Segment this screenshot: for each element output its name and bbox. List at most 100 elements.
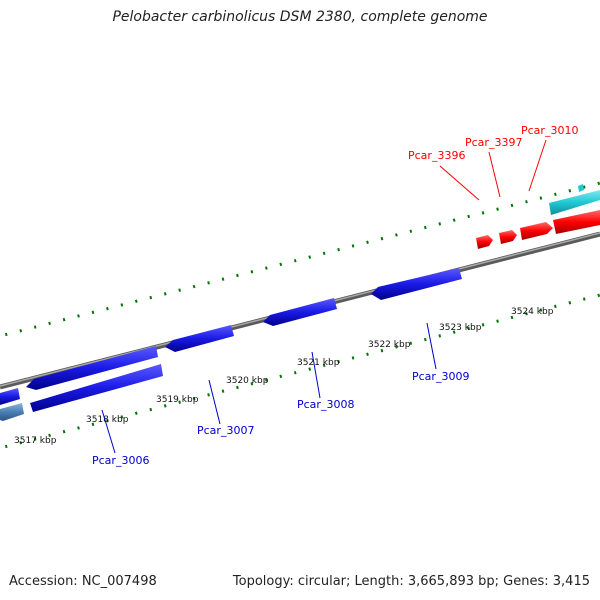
- minor-tick: [221, 389, 225, 393]
- minor-tick: [539, 308, 543, 312]
- minor-tick: [19, 441, 23, 445]
- tick-label: 3518 kbp: [86, 415, 129, 425]
- gene-label[interactable]: Pcar_3009: [412, 370, 469, 383]
- minor-tick: [279, 374, 283, 379]
- minor-tick: [409, 341, 413, 345]
- gene-arrow[interactable]: [371, 268, 462, 300]
- gene-label[interactable]: Pcar_3010: [521, 124, 578, 137]
- minor-tick: [438, 222, 442, 226]
- minor-tick: [395, 233, 398, 237]
- minor-tick: [33, 437, 37, 441]
- minor-tick: [322, 363, 326, 368]
- tick-label: 3520 kbp: [226, 376, 269, 386]
- minor-tick: [120, 303, 124, 307]
- minor-tick: [265, 266, 268, 270]
- minor-tick: [33, 325, 37, 329]
- minor-tick: [452, 218, 456, 222]
- tick-label: 3524 kbp: [511, 307, 554, 317]
- minor-tick: [293, 259, 297, 263]
- minor-tick: [525, 200, 528, 204]
- minor-tick: [467, 326, 470, 331]
- gene-arrow[interactable]: [553, 210, 600, 234]
- minor-tick: [149, 295, 153, 300]
- minor-tick: [4, 332, 8, 337]
- minor-tick: [582, 185, 586, 189]
- gene-label[interactable]: Pcar_3006: [92, 454, 149, 467]
- minor-tick: [163, 292, 167, 296]
- minor-tick: [452, 330, 456, 334]
- gene-arrow[interactable]: [520, 222, 553, 240]
- minor-tick: [293, 371, 297, 375]
- minor-tick: [380, 348, 384, 353]
- minor-tick: [510, 203, 514, 208]
- minor-tick: [568, 188, 572, 193]
- minor-tick: [19, 329, 23, 333]
- minor-tick: [221, 277, 225, 281]
- minor-tick: [337, 359, 340, 364]
- lower-tick-row: [4, 293, 600, 449]
- minor-tick: [134, 299, 138, 303]
- gene-arrow[interactable]: [0, 388, 20, 405]
- minor-tick: [554, 192, 557, 197]
- minor-tick: [366, 352, 369, 356]
- tick-label: 3519 kbp: [156, 395, 199, 405]
- gene-arrow[interactable]: [263, 298, 337, 326]
- minor-tick: [279, 262, 283, 267]
- reverse-strand-genes: [0, 268, 462, 421]
- gene-arrow[interactable]: [476, 235, 493, 249]
- gene-arrow[interactable]: [30, 364, 163, 412]
- gene-arrow[interactable]: [499, 230, 517, 244]
- minor-tick: [178, 288, 181, 292]
- gene-label[interactable]: Pcar_3007: [197, 424, 254, 437]
- tick-labels: 3517 kbp 3518 kbp 3519 kbp 3520 kbp 3521…: [14, 307, 554, 446]
- gene-label[interactable]: Pcar_3396: [408, 149, 465, 162]
- gene-arrow[interactable]: [0, 403, 24, 421]
- minor-tick: [48, 321, 51, 326]
- minor-tick: [525, 312, 528, 316]
- minor-tick: [192, 396, 196, 401]
- minor-tick: [409, 229, 413, 233]
- minor-tick: [467, 214, 470, 219]
- minor-tick: [337, 247, 340, 252]
- gene-label[interactable]: Pcar_3397: [465, 136, 522, 149]
- minor-tick: [582, 297, 586, 301]
- minor-tick: [496, 319, 499, 323]
- gene-labels: Pcar_3006 Pcar_3007 Pcar_3008 Pcar_3009 …: [92, 124, 578, 467]
- forward-strand-genes: [476, 184, 600, 249]
- tick-label: 3517 kbp: [14, 436, 57, 446]
- minor-tick: [149, 407, 153, 412]
- tick-label: 3522 kbp: [368, 340, 411, 350]
- minor-tick: [481, 323, 485, 327]
- minor-tick: [597, 181, 600, 186]
- minor-tick: [423, 337, 427, 342]
- upper-tick-row: [4, 181, 600, 337]
- gene-arrow[interactable]: [165, 325, 234, 352]
- minor-tick: [265, 378, 268, 382]
- minor-tick: [48, 433, 51, 438]
- minor-tick: [250, 382, 254, 386]
- minor-tick: [207, 281, 210, 285]
- gene-arrow[interactable]: [26, 346, 158, 390]
- tick-label: 3523 kbp: [439, 323, 482, 333]
- minor-tick: [351, 356, 355, 360]
- minor-tick: [496, 207, 499, 211]
- minor-tick: [62, 317, 66, 322]
- minor-tick: [351, 244, 355, 248]
- minor-tick: [77, 426, 80, 430]
- minor-tick: [380, 236, 384, 241]
- gene-arrow[interactable]: [549, 190, 600, 215]
- minor-tick: [134, 411, 138, 415]
- minor-tick: [438, 334, 442, 338]
- minor-tick: [120, 415, 124, 419]
- topology-text: Topology: circular; Length: 3,665,893 bp…: [232, 574, 590, 589]
- page-title: Pelobacter carbinolicus DSM 2380, comple…: [112, 9, 488, 25]
- minor-tick: [91, 422, 95, 427]
- gene-label[interactable]: Pcar_3008: [297, 398, 354, 411]
- accession-text: Accession: NC_007498: [9, 574, 157, 589]
- minor-tick: [395, 345, 398, 349]
- minor-tick: [308, 367, 312, 371]
- minor-tick: [322, 251, 326, 256]
- minor-tick: [423, 225, 427, 230]
- minor-tick: [106, 418, 109, 423]
